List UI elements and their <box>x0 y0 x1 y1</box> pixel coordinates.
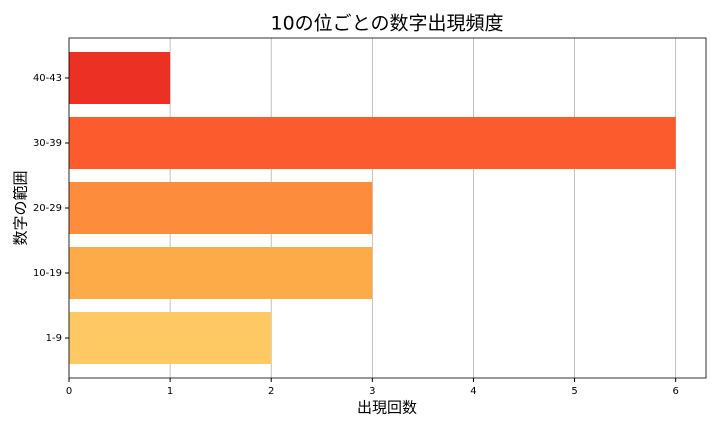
x-tick-label: 4 <box>470 386 476 397</box>
bar <box>69 312 272 365</box>
y-tick-label: 1-9 <box>46 333 62 344</box>
x-tick-label: 2 <box>268 386 274 397</box>
x-tick-label: 0 <box>66 386 72 397</box>
y-tick-label: 20-29 <box>33 203 62 214</box>
x-axis-label: 出現回数 <box>357 399 417 417</box>
bar <box>69 181 373 235</box>
bar <box>69 51 171 104</box>
x-tick-label: 5 <box>571 386 577 397</box>
x-tick-label: 1 <box>167 386 173 397</box>
chart-title: 10の位ごとの数字出現頻度 <box>271 13 504 35</box>
bar <box>69 116 676 169</box>
plot-frame <box>68 37 707 379</box>
y-tick-label: 30-39 <box>33 138 62 149</box>
y-axis-label: 数字の範囲 <box>12 170 30 245</box>
x-tick-label: 6 <box>672 386 678 397</box>
y-tick-label: 10-19 <box>33 268 62 279</box>
bar <box>69 247 373 300</box>
y-tick-label: 40-43 <box>33 73 62 84</box>
x-tick-label: 3 <box>369 386 375 397</box>
